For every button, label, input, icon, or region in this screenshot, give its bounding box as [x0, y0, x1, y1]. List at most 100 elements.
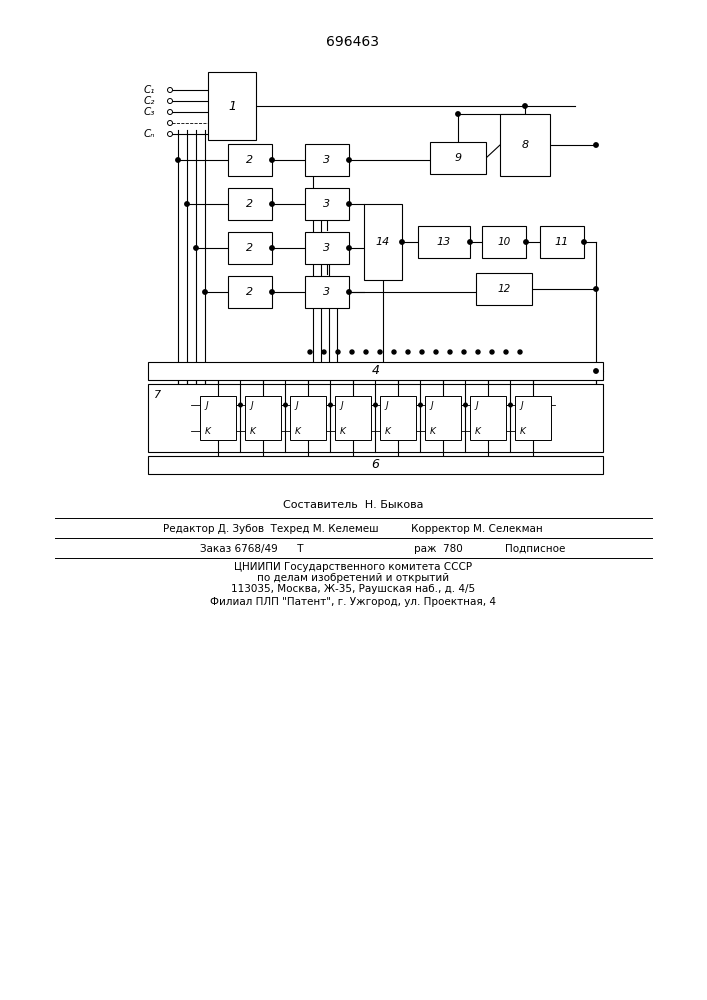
Text: J: J: [250, 400, 252, 410]
Circle shape: [490, 350, 494, 354]
Bar: [305, 188, 349, 220]
Circle shape: [185, 202, 189, 206]
Circle shape: [270, 290, 274, 294]
Text: 2: 2: [247, 155, 254, 165]
Text: 3: 3: [323, 155, 331, 165]
Circle shape: [462, 350, 466, 354]
Text: J: J: [385, 400, 387, 410]
Text: 14: 14: [376, 237, 390, 247]
Text: 9: 9: [455, 153, 462, 163]
Text: 2: 2: [247, 243, 254, 253]
Circle shape: [392, 350, 396, 354]
Circle shape: [336, 350, 340, 354]
Text: 2: 2: [247, 199, 254, 209]
Text: K: K: [295, 426, 301, 436]
Circle shape: [168, 88, 173, 93]
Circle shape: [322, 350, 326, 354]
Text: по делам изобретений и открытий: по делам изобретений и открытий: [257, 573, 449, 583]
Text: 10: 10: [498, 237, 510, 247]
Bar: [305, 232, 349, 264]
Text: 3: 3: [323, 287, 331, 297]
Circle shape: [176, 158, 180, 162]
Bar: [482, 226, 526, 258]
Circle shape: [347, 246, 351, 250]
Bar: [540, 226, 584, 258]
Circle shape: [168, 131, 173, 136]
Bar: [430, 142, 486, 174]
Text: J: J: [430, 400, 433, 410]
Circle shape: [347, 202, 351, 206]
Text: J: J: [205, 400, 208, 410]
Text: K: K: [340, 426, 346, 436]
Bar: [228, 188, 272, 220]
Circle shape: [374, 403, 378, 407]
Circle shape: [168, 99, 173, 104]
Circle shape: [168, 109, 173, 114]
Circle shape: [308, 350, 312, 354]
Circle shape: [448, 350, 452, 354]
Circle shape: [420, 350, 424, 354]
Circle shape: [468, 240, 472, 244]
Text: C₂: C₂: [144, 96, 155, 106]
Text: K: K: [430, 426, 436, 436]
Circle shape: [347, 158, 351, 162]
Bar: [335, 396, 371, 440]
Text: раж  780             Подписное: раж 780 Подписное: [414, 544, 566, 554]
Circle shape: [509, 403, 513, 407]
Text: Составитель  Н. Быкова: Составитель Н. Быкова: [283, 500, 423, 510]
Bar: [364, 204, 402, 280]
Circle shape: [270, 158, 274, 162]
Text: K: K: [520, 426, 526, 436]
Circle shape: [284, 403, 287, 407]
Text: J: J: [520, 400, 522, 410]
Circle shape: [194, 246, 198, 250]
Circle shape: [168, 120, 173, 125]
Bar: [148, 456, 603, 474]
Text: Филиал ПЛП "Патент", г. Ужгород, ул. Проектная, 4: Филиал ПЛП "Патент", г. Ужгород, ул. Про…: [210, 597, 496, 607]
Text: 13: 13: [437, 237, 451, 247]
Bar: [290, 396, 326, 440]
Bar: [515, 396, 551, 440]
Circle shape: [434, 350, 438, 354]
Text: K: K: [205, 426, 211, 436]
Text: K: K: [250, 426, 256, 436]
Text: 11: 11: [555, 237, 569, 247]
Bar: [208, 72, 256, 140]
Circle shape: [582, 240, 586, 244]
Text: 6: 6: [371, 458, 380, 472]
Bar: [245, 396, 281, 440]
Text: 3: 3: [323, 243, 331, 253]
Circle shape: [594, 143, 598, 147]
Text: 696463: 696463: [327, 35, 380, 49]
Circle shape: [364, 350, 368, 354]
Bar: [418, 226, 470, 258]
Text: C₃: C₃: [144, 107, 155, 117]
Circle shape: [476, 350, 480, 354]
Circle shape: [399, 240, 404, 244]
Bar: [228, 232, 272, 264]
Circle shape: [464, 403, 467, 407]
Text: 3: 3: [323, 199, 331, 209]
Circle shape: [329, 403, 332, 407]
Text: K: K: [385, 426, 391, 436]
Circle shape: [270, 202, 274, 206]
Circle shape: [524, 240, 528, 244]
Text: ЦНИИПИ Государственного комитета СССР: ЦНИИПИ Государственного комитета СССР: [234, 562, 472, 572]
Text: 7: 7: [154, 390, 161, 400]
Text: K: K: [475, 426, 481, 436]
Circle shape: [419, 403, 422, 407]
Circle shape: [522, 104, 527, 108]
Circle shape: [594, 369, 598, 373]
Text: 1: 1: [228, 100, 236, 112]
Text: C₁: C₁: [144, 85, 155, 95]
Circle shape: [504, 350, 508, 354]
Text: J: J: [475, 400, 478, 410]
Text: 113035, Москва, Ж-35, Раушская наб., д. 4/5: 113035, Москва, Ж-35, Раушская наб., д. …: [231, 584, 475, 594]
Circle shape: [456, 112, 460, 116]
Circle shape: [347, 290, 351, 294]
Bar: [425, 396, 461, 440]
Bar: [476, 273, 532, 305]
Bar: [305, 276, 349, 308]
Circle shape: [378, 350, 382, 354]
Circle shape: [594, 287, 598, 291]
